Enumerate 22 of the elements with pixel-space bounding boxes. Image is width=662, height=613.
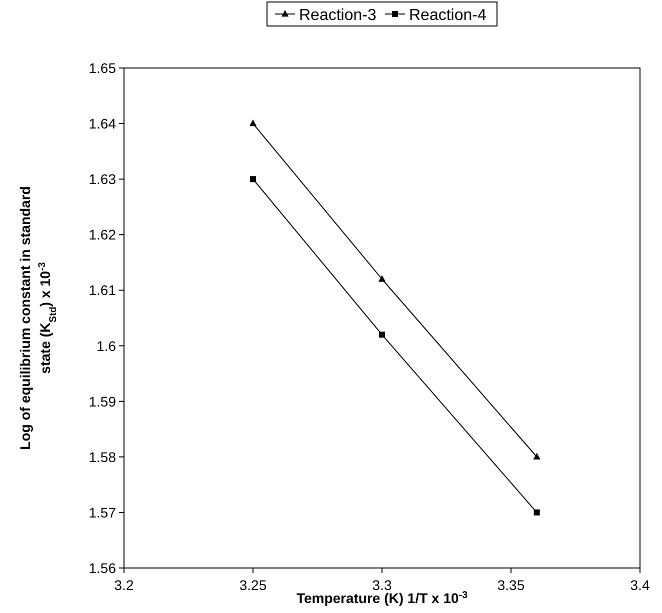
y-tick-label: 1.58 xyxy=(88,448,116,465)
y-tick-label: 1.57 xyxy=(88,504,116,520)
y-tick-label: 1.65 xyxy=(88,60,116,76)
y-tick-label: 1.56 xyxy=(88,560,116,576)
y-tick-label: 1.64 xyxy=(88,116,116,132)
point xyxy=(534,509,540,516)
point xyxy=(250,176,256,182)
legend-label: Reaction-4 xyxy=(409,7,486,24)
y-tick-label: 1.63 xyxy=(88,171,116,188)
y-tick-label: 1.6 xyxy=(96,338,116,354)
x-tick-label: 3.35 xyxy=(497,577,525,593)
x-tick-label: 3.25 xyxy=(239,577,267,593)
point xyxy=(378,275,386,282)
point xyxy=(533,452,540,460)
x-tick-label: 3.4 xyxy=(630,577,650,593)
x-tick-label: 3.2 xyxy=(114,577,134,593)
y-tick-label: 1.61 xyxy=(88,282,116,298)
legend-label: Reaction-3 xyxy=(299,7,376,24)
y-tick-label: 1.59 xyxy=(88,393,116,410)
point xyxy=(249,120,257,126)
point xyxy=(379,332,385,338)
y-tick-label: 1.62 xyxy=(88,226,116,243)
